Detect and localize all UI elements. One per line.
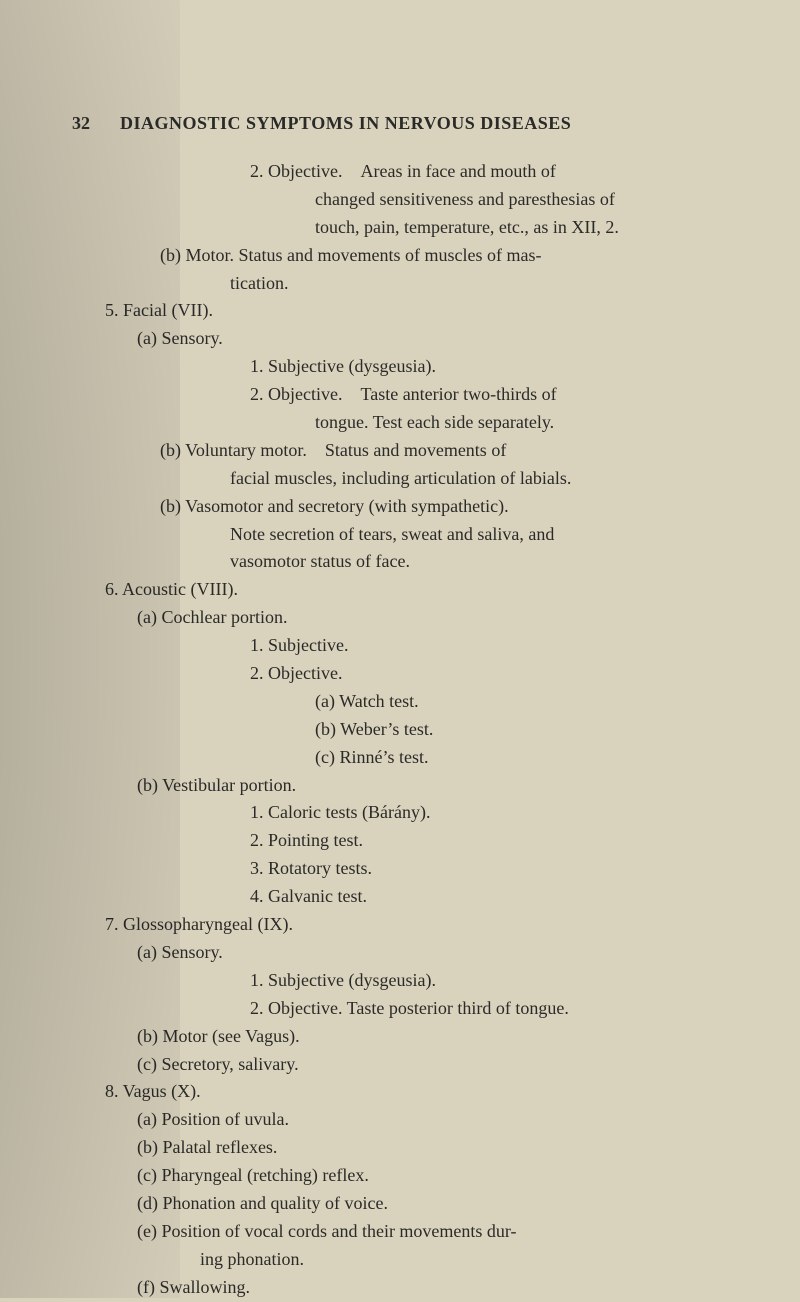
text-line: (c) Secretory, salivary. xyxy=(165,1051,740,1079)
text-line: (b) Weber’s test. xyxy=(315,716,740,744)
text-line: (b) Vestibular portion. xyxy=(165,772,740,800)
text-line: (a) Cochlear portion. xyxy=(165,604,740,632)
text-line: 1. Subjective (dysgeusia). xyxy=(275,967,740,995)
text-line: tongue. Test each side separately. xyxy=(315,409,740,437)
text-line: 2. Objective. Taste posterior third of t… xyxy=(275,995,740,1023)
text-line: 2. Objective. xyxy=(275,660,740,688)
text-line: (b) Motor (see Vagus). xyxy=(165,1023,740,1051)
text-line: (a) Sensory. xyxy=(165,939,740,967)
text-line: 2. Objective. Taste anterior two-thirds … xyxy=(275,381,740,409)
text-line: 6. Acoustic (VIII). xyxy=(130,576,740,604)
text-line: 4. Galvanic test. xyxy=(275,883,740,911)
text-line: 1. Subjective (dysgeusia). xyxy=(275,353,740,381)
text-line: 1. Subjective. xyxy=(275,632,740,660)
text-line: ing phonation. xyxy=(200,1246,740,1274)
page-body: 2. Objective. Areas in face and mouth of… xyxy=(70,158,740,1302)
text-line: 3. Rotatory tests. xyxy=(275,855,740,883)
text-line: 1. Caloric tests (Bárány). xyxy=(275,799,740,827)
text-line: (a) Sensory. xyxy=(165,325,740,353)
text-line: Note secretion of tears, sweat and saliv… xyxy=(230,521,740,549)
text-line: facial muscles, including articulation o… xyxy=(230,465,740,493)
text-line: touch, pain, temperature, etc., as in XI… xyxy=(315,214,740,242)
text-line: (e) Position of vocal cords and their mo… xyxy=(165,1218,740,1246)
text-line: (c) Pharyngeal (retching) reflex. xyxy=(165,1162,740,1190)
page-number: 32 xyxy=(72,110,90,138)
text-line: changed sensitiveness and paresthesias o… xyxy=(315,186,740,214)
text-line: (a) Position of uvula. xyxy=(165,1106,740,1134)
text-line: (d) Phonation and quality of voice. xyxy=(165,1190,740,1218)
text-line: 2. Pointing test. xyxy=(275,827,740,855)
text-line: (f) Swallowing. xyxy=(165,1274,740,1302)
text-line: 2. Objective. Areas in face and mouth of xyxy=(275,158,740,186)
text-line: (c) Rinné’s test. xyxy=(315,744,740,772)
text-line: (b) Vasomotor and secretory (with sympat… xyxy=(190,493,740,521)
text-line: (b) Voluntary motor. Status and movement… xyxy=(190,437,740,465)
text-line: vasomotor status of face. xyxy=(230,548,740,576)
text-line: (b) Palatal reflexes. xyxy=(165,1134,740,1162)
text-line: (b) Motor. Status and movements of muscl… xyxy=(190,242,740,270)
text-line: 7. Glossopharyngeal (IX). xyxy=(130,911,740,939)
text-line: 5. Facial (VII). xyxy=(130,297,740,325)
text-line: 8. Vagus (X). xyxy=(130,1078,740,1106)
text-line: tication. xyxy=(230,270,740,298)
text-line: (a) Watch test. xyxy=(315,688,740,716)
running-head: DIAGNOSTIC SYMPTOMS IN NERVOUS DISEASES xyxy=(120,110,571,138)
